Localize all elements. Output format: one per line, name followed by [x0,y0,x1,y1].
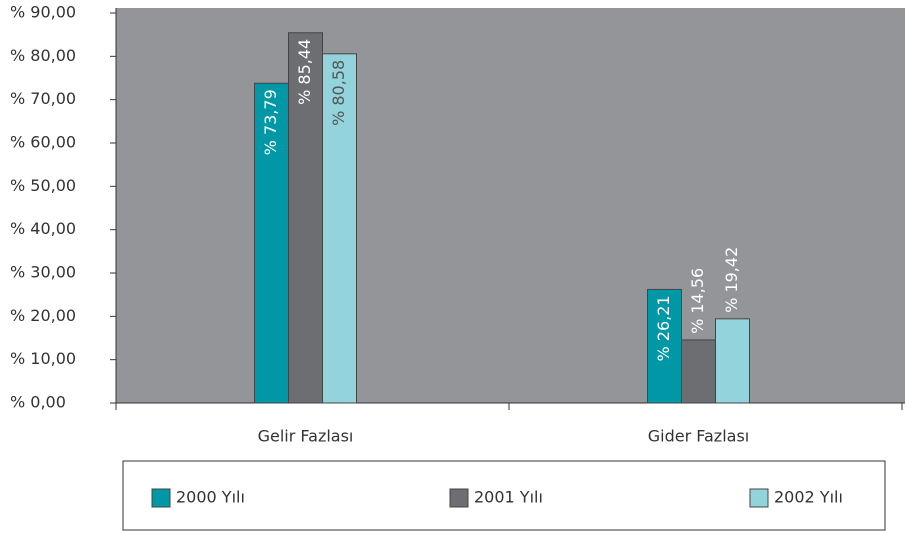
x-tick-label: Gelir Fazlası [258,427,354,446]
data-label: % 19,42 [722,247,741,313]
y-tick-label: % 40,00 [10,219,76,238]
y-tick-label: % 10,00 [10,349,76,368]
y-tick-label: % 0,00 [10,393,66,412]
data-label: % 14,56 [688,268,707,334]
bar [647,288,682,404]
legend-label: 2002 Yılı [774,488,843,507]
legend-label: 2001 Yılı [474,488,543,507]
y-tick-label: % 70,00 [10,89,76,108]
legend-box [122,460,886,531]
y-tick-label: % 50,00 [10,176,76,195]
bar [681,339,716,404]
bar [288,32,323,404]
legend-swatch [151,488,171,508]
y-tick-label: % 90,00 [10,3,76,22]
data-label: % 80,58 [329,60,348,126]
x-tick-label: Gider Fazlası [648,427,749,446]
data-label: % 85,44 [295,39,314,105]
bar [254,82,289,404]
legend-swatch [749,488,769,508]
y-tick-label: % 30,00 [10,263,76,282]
plot-area [116,8,905,403]
data-label: % 73,79 [261,89,280,155]
bar [715,318,750,404]
y-tick-label: % 20,00 [10,306,76,325]
bar [322,53,357,404]
legend-swatch [449,488,469,508]
y-tick-label: % 60,00 [10,133,76,152]
data-label: % 26,21 [654,295,673,361]
legend-label: 2000 Yılı [176,488,245,507]
y-tick-label: % 80,00 [10,46,76,65]
